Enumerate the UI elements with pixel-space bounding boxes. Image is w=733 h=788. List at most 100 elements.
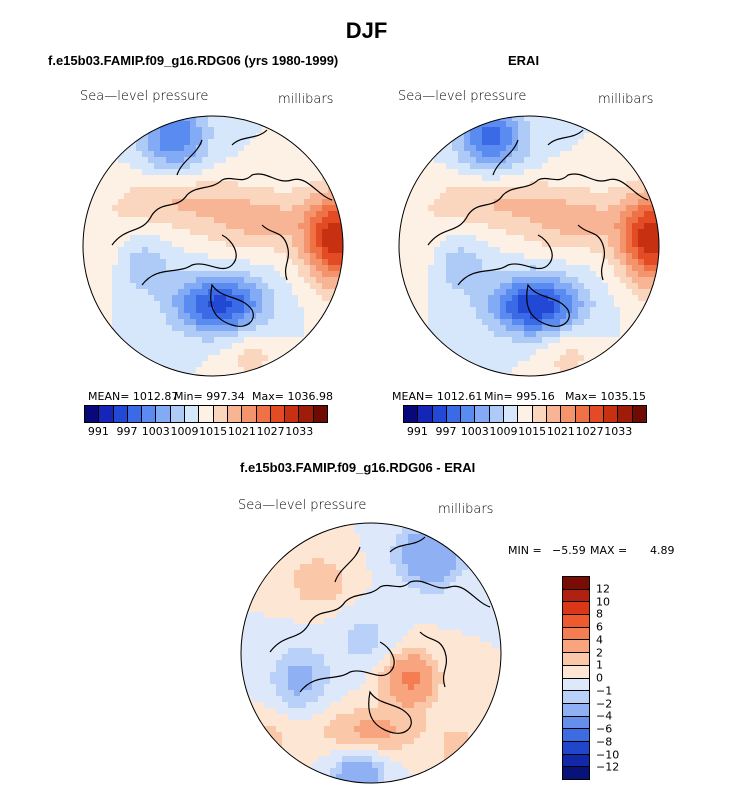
diff-panel-polar-map — [240, 522, 502, 784]
panel-1-colorbar-swatch — [256, 406, 271, 422]
panel-1-colorbar-swatch — [242, 406, 257, 422]
panel-1-colorbar-swatch — [127, 406, 143, 422]
panel-2-colorbar-swatch — [446, 406, 462, 422]
diff-colorbar-swatch — [563, 678, 589, 692]
panel-1-colorbar — [84, 405, 328, 423]
diff-colorbar-swatch — [563, 703, 589, 717]
diff-panel-field-label: Sea—level pressure — [238, 498, 367, 513]
panel-2-colorbar-tick: 1003 — [460, 425, 489, 438]
panel-2-max: Max= 1035.15 — [565, 390, 646, 403]
panel-2-colorbar-tick: 1021 — [546, 425, 575, 438]
diff-max-value: 4.89 — [650, 544, 675, 557]
panel-1-colorbar-swatch — [313, 406, 328, 422]
diff-colorbar-swatch — [563, 691, 589, 704]
diff-colorbar-tick: 0 — [596, 671, 603, 685]
panel-1-colorbar-swatch — [199, 406, 214, 422]
diff-min-value: −5.59 — [552, 544, 586, 557]
diff-colorbar-swatch — [563, 754, 589, 768]
panel-2-field-label: Sea—level pressure — [398, 89, 527, 104]
panel-1-colorbar-tick: 1033 — [285, 425, 314, 438]
panel-1-colorbar-swatch — [227, 406, 243, 422]
panel-2-colorbar-swatch — [461, 406, 476, 422]
panel-2-title: ERAI — [508, 53, 540, 68]
diff-colorbar-tick: 10 — [596, 595, 610, 608]
panel-2-colorbar-tick: 1033 — [604, 425, 633, 438]
diff-colorbar-tick: −4 — [596, 709, 613, 723]
panel-2-colorbar-tick: 991 — [406, 425, 428, 438]
panel-1-colorbar-tick: 991 — [87, 425, 109, 438]
panel-1-colorbar-tick: 1027 — [256, 425, 285, 438]
panel-2-polar-map — [398, 115, 660, 377]
panel-2-min: Min= 995.16 — [484, 390, 555, 403]
panel-2-colorbar-swatch — [404, 406, 419, 422]
panel-1-colorbar-swatch — [170, 406, 186, 422]
panel-1-field-label: Sea—level pressure — [80, 89, 209, 104]
diff-panel-units: millibars — [438, 502, 494, 517]
diff-colorbar-swatch — [563, 577, 589, 590]
panel-2-colorbar-swatch — [475, 406, 490, 422]
panel-2-colorbar-swatch — [432, 406, 447, 422]
diff-colorbar-swatch — [563, 767, 589, 779]
panel-1-colorbar-ticks: 991 997 1003 1009 1015 1021 1027 1033 — [84, 425, 328, 439]
diff-colorbar-tick: 2 — [596, 646, 603, 659]
diff-colorbar-swatch — [563, 615, 589, 628]
panel-2-colorbar-swatch — [589, 406, 605, 422]
panel-1-colorbar-tick: 1003 — [141, 425, 170, 438]
panel-1-colorbar-swatch — [156, 406, 171, 422]
panel-2-colorbar-swatch — [518, 406, 533, 422]
panel-2-coastlines — [427, 129, 649, 327]
panel-1-colorbar-tick: 997 — [116, 425, 138, 438]
panel-2-colorbar-tick: 1009 — [489, 425, 518, 438]
panel-1-coastlines — [111, 129, 333, 327]
panel-2-colorbar-swatch — [546, 406, 562, 422]
panel-2-map-border — [398, 115, 660, 377]
panel-1-colorbar-swatch — [285, 406, 300, 422]
panel-1-colorbar-tick: 1009 — [170, 425, 199, 438]
panel-2-colorbar — [403, 405, 647, 423]
panel-1-polar-map — [82, 115, 344, 377]
diff-min-label: MIN = — [508, 544, 542, 557]
panel-2-colorbar-tick: 997 — [435, 425, 457, 438]
panel-1-colorbar-swatch — [85, 406, 100, 422]
diff-colorbar-tick: 12 — [596, 582, 610, 596]
diff-panel-coastlines — [269, 536, 491, 734]
diff-colorbar-swatch — [563, 729, 589, 742]
panel-2-colorbar-swatch — [604, 406, 619, 422]
panel-2-units: millibars — [598, 92, 654, 107]
panel-1-mean: MEAN= 1012.87 — [88, 390, 179, 403]
panel-1-title: f.e15b03.FAMIP.f09_g16.RDG06 (yrs 1980-1… — [48, 53, 339, 68]
diff-colorbar-swatch — [563, 602, 589, 616]
diff-colorbar — [562, 576, 590, 780]
diff-colorbar-tick: 8 — [596, 607, 603, 621]
panel-1-min: Min= 997.34 — [174, 390, 245, 403]
diff-colorbar-swatch — [563, 589, 589, 603]
panel-1-colorbar-swatch — [185, 406, 200, 422]
diff-colorbar-ticks: 12 10 8 6 4 2 1 0 −1 −2 −4 −6 −8 −10 −12 — [596, 576, 636, 780]
diff-colorbar-swatch — [563, 741, 589, 755]
main-title: DJF — [345, 18, 388, 43]
panel-2-colorbar-swatch — [632, 406, 647, 422]
panel-1-colorbar-swatch — [99, 406, 114, 422]
diff-colorbar-tick: −12 — [596, 760, 620, 774]
diff-colorbar-tick: −10 — [596, 748, 620, 761]
panel-2-colorbar-swatch — [418, 406, 433, 422]
panel-2-mean: MEAN= 1012.61 — [392, 390, 483, 403]
panel-1-colorbar-swatch — [213, 406, 228, 422]
panel-2-colorbar-swatch — [532, 406, 547, 422]
panel-2-colorbar-tick: 1015 — [518, 425, 547, 438]
panel-1-colorbar-swatch — [142, 406, 157, 422]
panel-1-max: Max= 1036.98 — [252, 390, 333, 403]
panel-1-units: millibars — [278, 92, 334, 107]
panel-2-colorbar-swatch — [575, 406, 590, 422]
diff-colorbar-tick: 6 — [596, 620, 603, 634]
panel-1-colorbar-swatch — [299, 406, 314, 422]
panel-1-colorbar-tick: 1015 — [199, 425, 228, 438]
panel-1-colorbar-tick: 1021 — [227, 425, 256, 438]
panel-2-colorbar-ticks: 991 997 1003 1009 1015 1021 1027 1033 — [403, 425, 647, 439]
diff-colorbar-tick: −8 — [596, 735, 613, 749]
diff-colorbar-tick: 1 — [596, 658, 603, 672]
diff-colorbar-swatch — [563, 640, 589, 654]
diff-colorbar-tick: −6 — [596, 722, 613, 736]
panel-2-colorbar-swatch — [618, 406, 633, 422]
diff-colorbar-tick: −2 — [596, 697, 613, 710]
